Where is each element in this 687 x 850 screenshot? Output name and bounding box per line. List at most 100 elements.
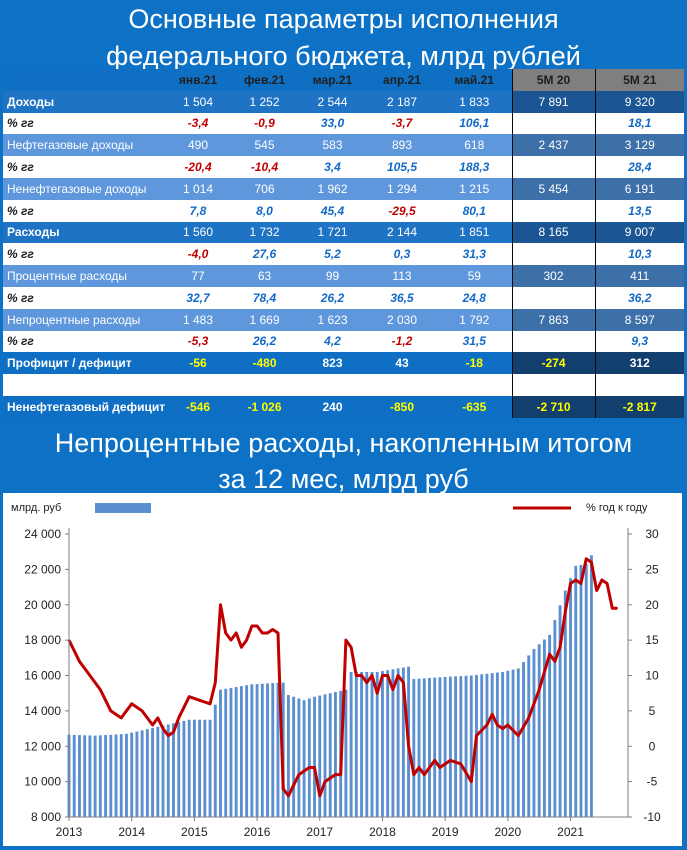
bar bbox=[213, 704, 217, 817]
bar bbox=[480, 674, 484, 817]
row-label: Расходы bbox=[3, 221, 165, 244]
bar bbox=[511, 669, 515, 817]
table-cell: 63 bbox=[231, 265, 298, 287]
column-header: май.21 bbox=[437, 69, 512, 91]
table-row: % гг -3,4 -0,9 33,0 -3,7 106,1 18,1 bbox=[3, 112, 684, 135]
table-row: Непроцентные расходы 1 483 1 669 1 623 2 030… bbox=[3, 308, 684, 331]
table-cell: 490 bbox=[165, 134, 231, 157]
x-tick-label: 2016 bbox=[244, 825, 271, 839]
table-cell bbox=[511, 286, 595, 309]
bar bbox=[72, 734, 76, 817]
table-cell: -56 bbox=[165, 352, 231, 375]
table-cell: 1 732 bbox=[231, 221, 298, 244]
left-tick-label: 18 000 bbox=[24, 633, 61, 647]
table-cell bbox=[511, 374, 595, 396]
table-cell bbox=[511, 243, 595, 266]
chart-header-line-2: за 12 мес, млрд руб bbox=[218, 464, 469, 494]
table-cell: 8,0 bbox=[231, 199, 298, 222]
bar bbox=[83, 735, 87, 817]
row-label: % гг bbox=[3, 156, 165, 178]
bar bbox=[276, 682, 280, 817]
column-header: 5М 20 bbox=[511, 69, 595, 91]
bar bbox=[495, 672, 499, 817]
row-label: % гг bbox=[3, 199, 165, 222]
bar bbox=[140, 730, 144, 817]
table-cell: 13,5 bbox=[594, 199, 684, 222]
table-cell: 2 187 bbox=[367, 90, 437, 113]
bar bbox=[349, 671, 353, 817]
table-cell: 3 129 bbox=[594, 134, 684, 157]
bar bbox=[109, 734, 113, 817]
bar bbox=[318, 695, 322, 817]
bar bbox=[443, 676, 447, 817]
x-tick-label: 2014 bbox=[118, 825, 145, 839]
table-cell: -546 bbox=[165, 395, 231, 418]
table-cell: 1 504 bbox=[165, 90, 231, 113]
table-cell: 4,2 bbox=[298, 330, 367, 353]
bar bbox=[119, 734, 123, 817]
table-cell: -3,4 bbox=[165, 112, 231, 135]
table-cell: 105,5 bbox=[367, 156, 437, 178]
bar bbox=[454, 676, 458, 817]
table-row: Ненефтегазовый дефицит -546 -1 026 240 -850-… bbox=[3, 395, 684, 418]
bar bbox=[177, 722, 181, 817]
table-cell: 31,3 bbox=[437, 243, 512, 266]
bar bbox=[558, 605, 562, 817]
bar bbox=[553, 620, 557, 817]
table-cell: 8 597 bbox=[594, 308, 684, 331]
legend-bar-swatch bbox=[95, 503, 151, 513]
legend-line-label: % год к году bbox=[586, 502, 648, 514]
table-cell: 31,5 bbox=[437, 330, 512, 353]
bar bbox=[428, 677, 431, 817]
x-tick-label: 2015 bbox=[181, 825, 208, 839]
table-cell: 32,7 bbox=[165, 286, 231, 309]
left-tick-label: 16 000 bbox=[24, 669, 61, 683]
right-tick-label: -5 bbox=[647, 775, 658, 789]
bar bbox=[344, 689, 348, 817]
bar bbox=[292, 696, 296, 817]
bar bbox=[245, 685, 249, 817]
row-label: % гг bbox=[3, 330, 165, 353]
table-cell: 1 014 bbox=[165, 177, 231, 200]
bar bbox=[370, 671, 374, 817]
table-cell: 0,3 bbox=[367, 243, 437, 266]
bar bbox=[78, 735, 81, 817]
table-cell: 893 bbox=[367, 134, 437, 157]
table-cell: 18,1 bbox=[594, 112, 684, 135]
table-cell: 9 320 bbox=[594, 90, 684, 113]
table-cell: 99 bbox=[298, 265, 367, 287]
table-cell: 1 721 bbox=[298, 221, 367, 244]
table-cell: -10,4 bbox=[231, 156, 298, 178]
bar bbox=[438, 677, 442, 817]
budget-table: янв.21 фев.21 мар.21 апр.21 май.21 5М 20… bbox=[3, 69, 684, 418]
bar bbox=[563, 590, 567, 817]
bar bbox=[391, 669, 395, 817]
bar bbox=[286, 694, 290, 817]
bar bbox=[469, 675, 473, 817]
bar bbox=[125, 733, 128, 817]
axes: 8 000 10 000 12 000 14 000 16 000 18 000 20 00… bbox=[24, 527, 661, 839]
line-series-group bbox=[67, 557, 618, 798]
table-cell bbox=[511, 112, 595, 135]
table-cell: 28,4 bbox=[594, 156, 684, 178]
left-tick-label: 20 000 bbox=[24, 598, 61, 612]
chart-header-line-1: Непроцентные расходы, накопленным итогом bbox=[54, 428, 633, 458]
bar bbox=[114, 734, 118, 817]
table-header-row: янв.21 фев.21 мар.21 апр.21 май.21 5М 20… bbox=[3, 69, 684, 91]
table-row: % гг 32,7 78,4 26,2 36,5 24,8 36,2 bbox=[3, 286, 684, 309]
bar bbox=[156, 726, 160, 817]
bar bbox=[260, 683, 264, 817]
table-cell: -2 817 bbox=[594, 395, 684, 418]
row-label: Процентные расходы bbox=[3, 265, 165, 287]
bar bbox=[192, 719, 196, 817]
bar bbox=[219, 689, 222, 817]
bar bbox=[527, 655, 531, 817]
table-cell: -5,3 bbox=[165, 330, 231, 353]
left-tick-label: 14 000 bbox=[24, 704, 61, 718]
bar bbox=[579, 564, 583, 817]
table-cell: -850 bbox=[367, 395, 437, 418]
bar bbox=[422, 678, 426, 817]
table-cell: 1 215 bbox=[437, 177, 512, 200]
bar bbox=[490, 673, 494, 817]
table-cell: 411 bbox=[594, 265, 684, 287]
